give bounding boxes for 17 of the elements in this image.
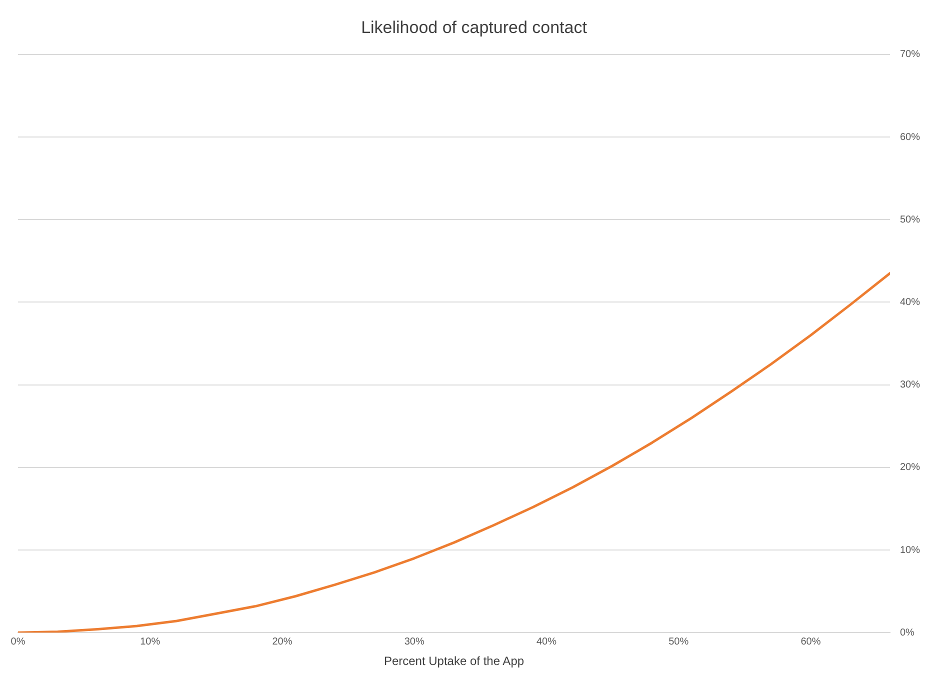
y-tick-label: 0% — [900, 627, 915, 638]
x-tick-label: 20% — [272, 636, 292, 648]
x-tick-label: 50% — [668, 636, 689, 648]
y-tick-label: 10% — [900, 544, 920, 556]
y-tick-label: 30% — [900, 380, 920, 391]
x-tick-label: 60% — [800, 636, 821, 648]
x-tick-label: 0% — [10, 636, 26, 648]
x-tick-label: 40% — [536, 636, 557, 648]
y-tick-label: 40% — [900, 296, 920, 308]
y-tick-label: 20% — [900, 462, 920, 474]
x-tick-label: 10% — [140, 636, 160, 648]
x-tick-label: 30% — [404, 636, 424, 648]
x-axis-title: Percent Uptake of the App — [384, 654, 524, 668]
chart-title: Likelihood of captured contact — [361, 18, 588, 37]
y-tick-label: 60% — [900, 132, 920, 143]
y-tick-label: 70% — [900, 49, 920, 60]
y-tick-label: 50% — [900, 214, 920, 226]
